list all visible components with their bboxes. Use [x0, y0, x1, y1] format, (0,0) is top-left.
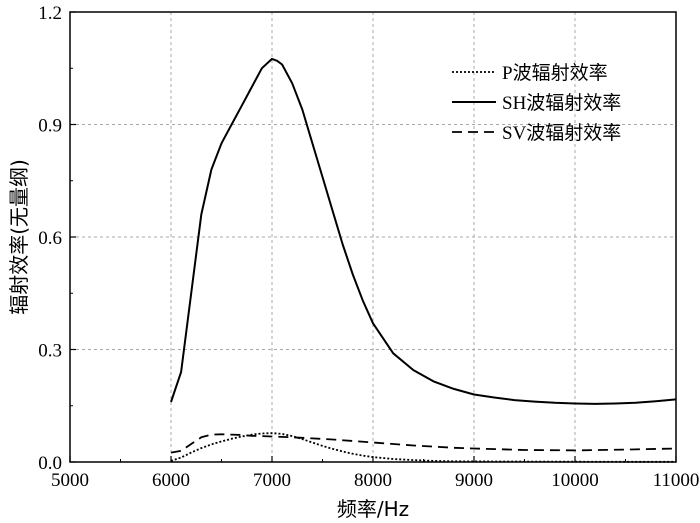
series-line-2: [170, 57, 677, 405]
x-axis-title: 频率/Hz: [337, 497, 409, 521]
x-tick-label: 7000: [253, 470, 291, 491]
legend-label: SV波辐射效率: [502, 122, 621, 144]
grid-lines: [70, 12, 676, 462]
series-curves: [170, 57, 677, 463]
y-tick-label: 0.9: [38, 116, 62, 137]
axis-ticks: [69, 11, 677, 463]
x-tick-label: 9000: [455, 470, 493, 491]
y-tick-label: 1.2: [38, 3, 62, 24]
y-tick-label: 0.0: [38, 453, 62, 474]
legend-label: SH波辐射效率: [502, 92, 621, 114]
legend: P波辐射效率 SH波辐射效率 SV波辐射效率: [452, 62, 621, 144]
x-tick-labels: 5000 6000 7000 8000 9000 10000 11000: [51, 470, 699, 491]
x-tick-label: 8000: [354, 470, 392, 491]
x-tick-label: 10000: [551, 470, 599, 491]
x-tick-label: 5000: [51, 470, 89, 491]
series-line-3: [170, 433, 677, 454]
y-tick-label: 0.3: [38, 341, 62, 362]
x-tick-label: 6000: [152, 470, 190, 491]
x-tick-label: 11000: [653, 470, 700, 491]
y-tick-labels: 0.0 0.3 0.6 0.9 1.2: [38, 3, 62, 474]
series-line-1: [170, 432, 676, 463]
y-tick-label: 0.6: [38, 228, 62, 249]
legend-label: P波辐射效率: [502, 62, 608, 84]
y-axis-title: 辐射效率(无量纲): [7, 159, 31, 315]
